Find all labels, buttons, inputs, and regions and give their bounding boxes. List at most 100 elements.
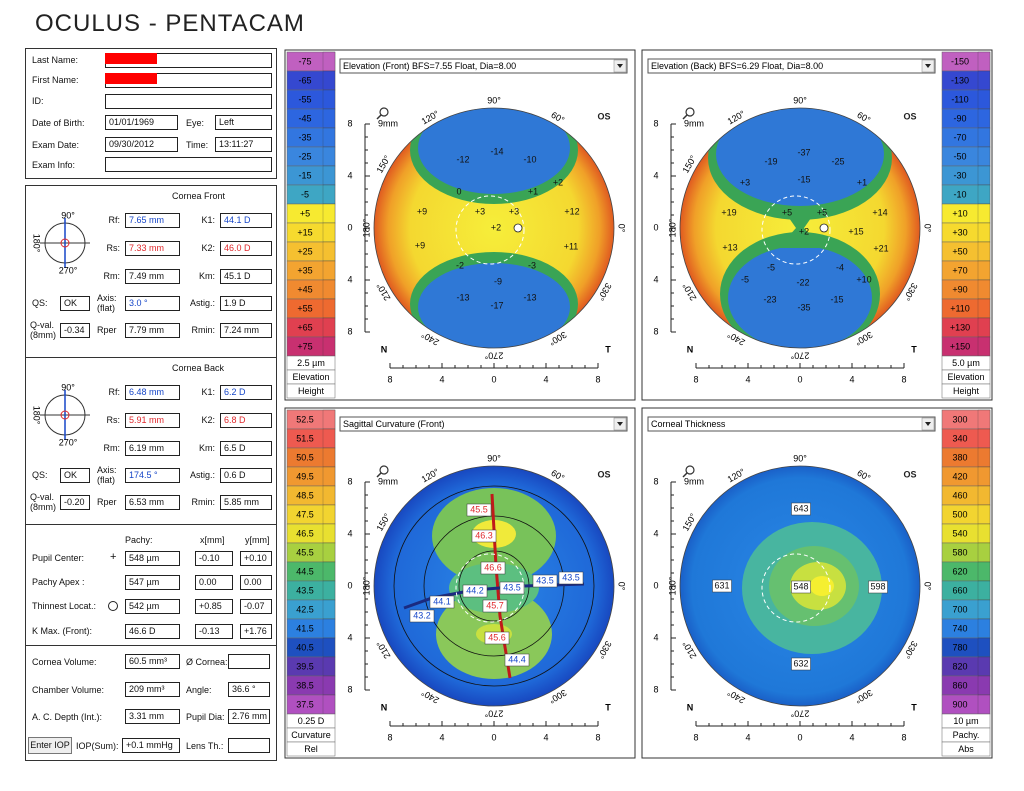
value-box <box>868 580 888 594</box>
ruler-label: 8 <box>347 326 352 336</box>
scale-label: +110 <box>950 303 970 313</box>
map-panel: 300 340 380 420 460 500 540 580 620 660 700 740 780 8… <box>641 407 993 759</box>
color-region <box>810 576 834 596</box>
scale-strip <box>322 165 336 186</box>
scale-footer-cell <box>941 383 991 399</box>
value-box <box>791 502 811 516</box>
scale-label: +90 <box>952 284 967 294</box>
field-value: 6.48 mm <box>125 385 180 400</box>
map-outline <box>373 107 615 349</box>
map-value: -25 <box>831 156 844 166</box>
scale-label: -45 <box>298 113 311 123</box>
scale-label: 300 <box>952 414 967 424</box>
scale-label: +70 <box>952 265 967 275</box>
scale-footer-label: Curvature <box>291 730 331 740</box>
map-outline <box>679 465 921 707</box>
scale-strip <box>977 165 991 186</box>
zoom-label: 9mm <box>684 476 704 486</box>
scale-label: 460 <box>952 490 967 500</box>
ruler-label: 4 <box>439 732 444 742</box>
field-label: K2: <box>201 243 215 253</box>
map-selector[interactable]: Elevation (Front) BFS=7.55 Float, Dia=8.… <box>339 58 628 74</box>
field-label: First Name: <box>32 75 79 85</box>
ruler-label: 8 <box>387 732 392 742</box>
field-label: Rper <box>97 325 117 335</box>
map-value: -9 <box>494 276 502 286</box>
scale-strip <box>322 580 336 601</box>
scale-strip <box>977 146 991 167</box>
scale-footer-label: 5.0 µm <box>952 358 980 368</box>
zoom-button[interactable]: 9mm <box>376 107 398 128</box>
map-panel: 52.5 51.5 50.5 49.5 48.5 47.5 46.5 45.5 44.5 43.5… <box>284 407 636 759</box>
scale-label: 500 <box>952 509 967 519</box>
map-value: -2 <box>456 260 464 270</box>
scale-label: -5 <box>301 189 309 199</box>
map-selector[interactable]: Elevation (Back) BFS=6.29 Float, Dia=8.0… <box>647 58 936 74</box>
field-value: +0.1 mmHg <box>122 738 180 753</box>
scale-footer-label: 0.25 D <box>298 716 325 726</box>
row-label: Pupil Center: <box>32 553 85 563</box>
ruler-label: 4 <box>653 170 658 180</box>
scale-label: -55 <box>298 94 311 104</box>
scale-strip <box>322 447 336 468</box>
field-label: A. C. Depth (Int.): <box>32 712 103 722</box>
field-value: -0.13 <box>195 624 233 639</box>
zoom-button[interactable]: 9mm <box>682 465 704 486</box>
scale-footer-label: Rel <box>304 744 318 754</box>
scale-strip <box>977 504 991 525</box>
scale-strip <box>977 447 991 468</box>
field-label: (8mm) <box>30 330 56 340</box>
map-value: +10 <box>856 274 871 284</box>
field-value: 7.65 mm <box>125 213 180 228</box>
value-box <box>499 581 525 595</box>
enter-iop-button[interactable]: Enter IOP <box>28 737 72 754</box>
field-label: Km: <box>198 443 215 453</box>
map-value: 548 <box>793 581 808 591</box>
map-value: -15 <box>830 294 843 304</box>
map-value: 43.2 <box>413 610 431 620</box>
field-value: 09/30/2012 <box>105 137 178 152</box>
ruler-label: 0 <box>491 732 496 742</box>
angle-label: 180° <box>361 576 371 595</box>
angle-label: 90° <box>793 95 807 105</box>
map-panel: -75 -65 -55 -45 -35 -25 -15 -5 +5 +15 +25 +35 +45 +55… <box>284 49 636 401</box>
map-value: +1 <box>528 186 538 196</box>
map-value: 44.1 <box>433 596 451 606</box>
field-label: Rs: <box>106 415 121 425</box>
map-value: +15 <box>848 226 863 236</box>
field-label: Exam Info: <box>32 160 76 170</box>
ruler-label: 8 <box>387 374 392 384</box>
field-value: 46.0 D <box>220 241 272 256</box>
ruler-label: 8 <box>347 476 352 486</box>
value-box <box>471 529 497 543</box>
field-label: Rmin: <box>191 325 215 335</box>
scale-label: +5 <box>300 208 310 218</box>
ruler-label: 4 <box>849 732 854 742</box>
app-title: OCULUS - PENTACAM <box>35 10 305 37</box>
zoom-button[interactable]: 9mm <box>376 465 398 486</box>
selector-arrow <box>925 422 931 426</box>
scale-label: +50 <box>952 246 967 256</box>
map-value: +2 <box>491 222 501 232</box>
scale-strip <box>322 656 336 677</box>
color-region <box>418 108 570 194</box>
field-value: 6.5 D <box>220 441 272 456</box>
map-value: +9 <box>417 206 427 216</box>
angle-label: 90° <box>487 95 501 105</box>
scale-label: 46.5 <box>296 528 314 538</box>
map-selector[interactable]: Sagittal Curvature (Front) <box>339 416 628 432</box>
ruler-label: 8 <box>653 684 658 694</box>
scale-strip <box>322 70 336 91</box>
map-selector[interactable]: Corneal Thickness <box>647 416 936 432</box>
pupil-outline <box>761 195 831 265</box>
field-value: Left <box>215 115 272 130</box>
map-value: -10 <box>523 154 536 164</box>
pupil-symbol: + <box>110 551 117 563</box>
field-value: 7.33 mm <box>125 241 180 256</box>
map-value: -23 <box>763 294 776 304</box>
angle-label: 270° <box>484 709 503 719</box>
zoom-button[interactable]: 9mm <box>682 107 704 128</box>
field-label: Cornea Volume: <box>32 657 97 667</box>
nasal-label: N <box>381 344 388 354</box>
map-value: +2 <box>553 177 563 187</box>
